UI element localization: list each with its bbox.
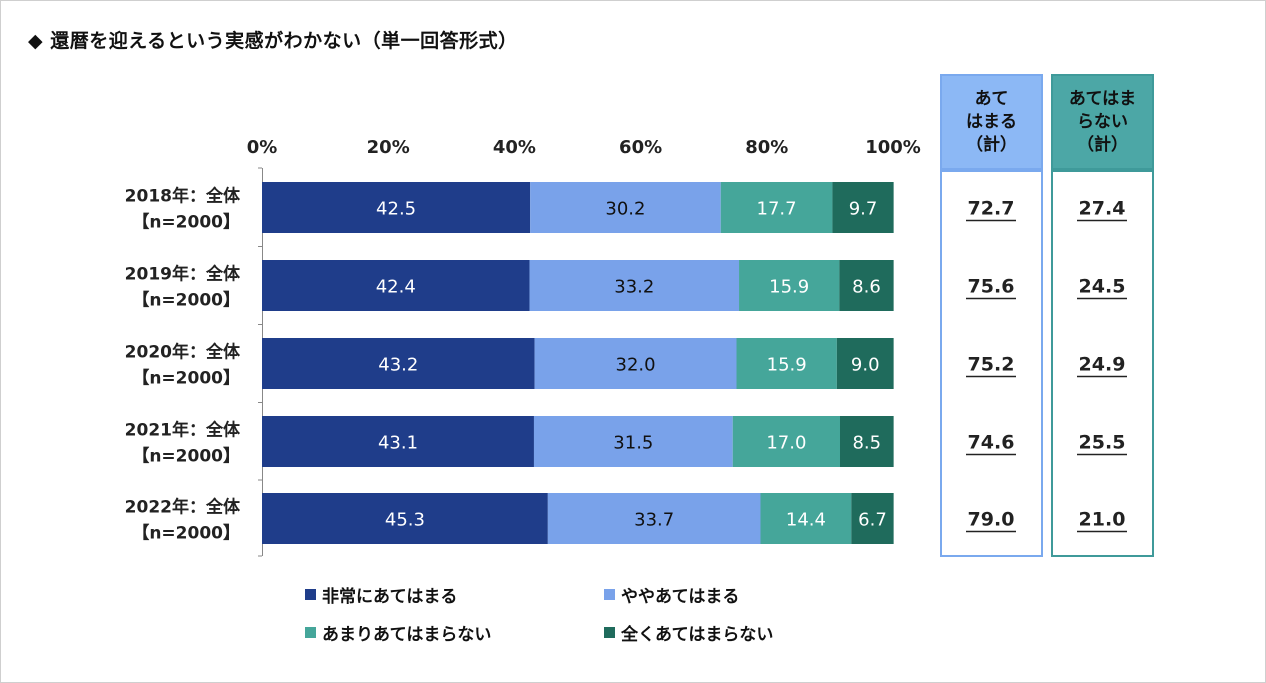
bar-value-label: 8.6	[852, 277, 881, 298]
row-label-year: 2022年：全体	[125, 497, 241, 518]
bar-segment	[832, 182, 894, 233]
bar-segment	[720, 182, 833, 233]
bar-value-label: 33.2	[614, 277, 654, 298]
not-applies-total-value: 24.5	[1079, 276, 1126, 298]
row-label-n: 【n=2000】	[132, 212, 240, 233]
not-applies-total-column	[1051, 170, 1154, 557]
bar-value-label: 31.5	[613, 433, 653, 454]
bar-value-label: 32.0	[616, 355, 656, 376]
applies-total-value: 74.6	[968, 432, 1015, 454]
not-applies-total-value: 25.5	[1079, 432, 1126, 454]
x-tick-label: 0%	[247, 137, 278, 158]
row-label-year: 2020年：全体	[125, 342, 241, 363]
bar-segment	[760, 493, 852, 544]
bar-segment	[732, 416, 840, 467]
bar-segment	[839, 260, 894, 311]
bar-segment	[529, 260, 740, 311]
bar-value-label: 17.0	[766, 433, 806, 454]
legend-label: ややあてはまる	[621, 587, 740, 607]
bar-value-label: 6.7	[858, 510, 887, 531]
legend-label: あまりあてはまらない	[322, 625, 492, 645]
bar-segment	[836, 338, 894, 389]
applies-total-value: 75.2	[968, 354, 1015, 376]
x-tick-label: 100%	[865, 137, 921, 158]
bar-segment	[739, 260, 840, 311]
legend-label: 非常にあてはまる	[322, 587, 458, 607]
bar-segment	[262, 260, 530, 311]
applies-total-header: あて はまる （計）	[940, 74, 1043, 170]
legend-label: 全くあてはまらない	[621, 625, 774, 645]
bar-segment	[736, 338, 837, 389]
bar-segment	[851, 493, 894, 544]
bar-segment	[533, 416, 733, 467]
bar-value-label: 43.1	[378, 433, 418, 454]
bar-value-label: 42.5	[376, 199, 416, 220]
legend-item-very-true: 非常にあてはまる	[305, 582, 457, 607]
bar-value-label: 17.7	[757, 199, 797, 220]
bar-segment	[839, 416, 894, 467]
bar-value-label: 15.9	[767, 355, 807, 376]
legend-swatch	[305, 627, 316, 638]
row-label-year: 2019年：全体	[125, 264, 241, 285]
applies-total-value: 72.7	[968, 198, 1015, 220]
applies-total-value: 75.6	[968, 276, 1015, 298]
not-applies-total-header: あてはま らない （計）	[1051, 74, 1154, 170]
bar-segment	[262, 416, 534, 467]
not-applies-total-value: 27.4	[1079, 198, 1126, 220]
row-label-n: 【n=2000】	[132, 523, 240, 544]
bar-segment	[547, 493, 761, 544]
bar-segment	[534, 338, 737, 389]
not-applies-total-value: 21.0	[1079, 509, 1126, 531]
x-tick-label: 20%	[367, 137, 410, 158]
legend-swatch	[604, 627, 615, 638]
bar-value-label: 9.0	[851, 355, 880, 376]
bar-segment	[530, 182, 721, 233]
x-tick-label: 60%	[619, 137, 662, 158]
not-applies-total-value: 24.9	[1079, 354, 1126, 376]
legend-item-not-very-true: あまりあてはまらない	[305, 620, 491, 645]
applies-total-column	[940, 170, 1043, 557]
legend-swatch	[305, 589, 316, 600]
row-label-n: 【n=2000】	[132, 446, 240, 467]
bar-value-label: 45.3	[385, 510, 425, 531]
bar-segment	[262, 493, 548, 544]
bar-value-label: 43.2	[378, 355, 418, 376]
row-label-year: 2018年：全体	[125, 186, 241, 207]
bar-segment	[262, 338, 535, 389]
bar-value-label: 33.7	[634, 510, 674, 531]
row-label-year: 2021年：全体	[125, 420, 241, 441]
x-tick-label: 40%	[493, 137, 536, 158]
legend-item-not-true: 全くあてはまらない	[604, 620, 773, 645]
applies-total-value: 79.0	[968, 509, 1015, 531]
row-label-n: 【n=2000】	[132, 290, 240, 311]
x-tick-label: 80%	[745, 137, 788, 158]
bar-value-label: 42.4	[376, 277, 416, 298]
legend-item-somewhat-true: ややあてはまる	[604, 582, 739, 607]
bar-value-label: 9.7	[849, 199, 878, 220]
bar-value-label: 14.4	[786, 510, 826, 531]
chart-title: ◆ 還暦を迎えるという実感がわかない（単一回答形式）	[28, 30, 518, 52]
bar-value-label: 30.2	[605, 199, 645, 220]
bar-segment	[262, 182, 531, 233]
bar-value-label: 8.5	[852, 433, 881, 454]
bar-value-label: 15.9	[769, 277, 809, 298]
legend-swatch	[604, 589, 615, 600]
row-label-n: 【n=2000】	[132, 368, 240, 389]
